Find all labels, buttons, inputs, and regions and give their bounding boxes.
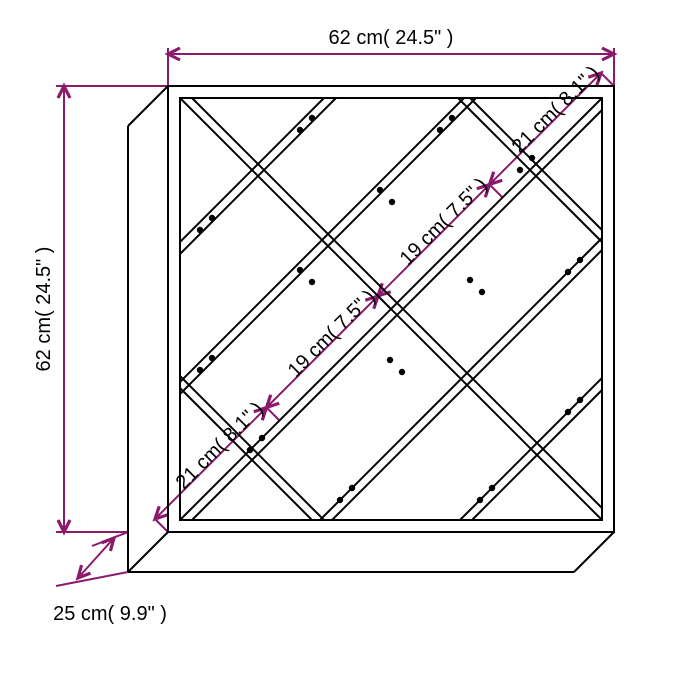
dimension-diagram: 62 cm( 24.5" ) 62 cm( 24.5" ) 25 cm( 9.9… [0,0,700,700]
depth-label: 25 cm( 9.9" ) [53,603,167,625]
width-label: 62 cm( 24.5" ) [329,27,454,49]
product-outline [128,86,614,572]
height-label: 62 cm( 24.5" ) [33,247,55,372]
